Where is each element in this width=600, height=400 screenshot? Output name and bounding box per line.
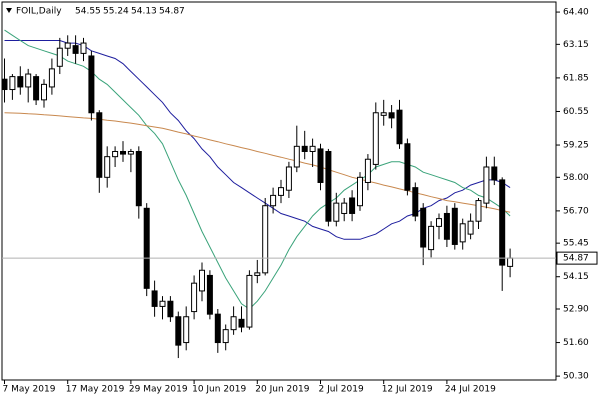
candle-body: [349, 197, 356, 214]
candle-body: [436, 218, 442, 227]
y-tick-label: 50.30: [563, 372, 589, 382]
x-tick-label: 2 Jul 2019: [319, 385, 364, 395]
candle-body: [270, 194, 277, 207]
candle-body: [222, 329, 229, 344]
candle-body: [278, 187, 284, 196]
candle-body: [191, 282, 198, 313]
x-tick-label: 29 May 2019: [129, 385, 188, 395]
y-tick-label: 58.00: [563, 173, 589, 183]
candle-body: [1, 78, 8, 91]
candle-body: [199, 269, 205, 292]
candle-body: [135, 150, 142, 207]
candle-body: [48, 68, 55, 88]
candle-body: [88, 55, 95, 114]
candle-body: [372, 112, 379, 165]
candle-body: [443, 212, 450, 240]
x-tick-label: 24 Jul 2019: [445, 385, 496, 395]
candle-body: [17, 76, 24, 88]
candle-body: [507, 257, 514, 267]
y-tick-label: 60.55: [563, 107, 589, 117]
candle-body: [120, 150, 126, 155]
ohlc-open: 54.55: [75, 7, 101, 17]
x-tick-label: 12 Jul 2019: [382, 385, 433, 395]
candle-body: [459, 223, 466, 243]
candle-body: [80, 42, 87, 54]
candle-body: [491, 166, 498, 181]
candle-body: [159, 300, 166, 307]
moving-average: [4, 112, 511, 213]
y-tick-label: 51.60: [563, 338, 589, 348]
candle-body: [206, 274, 213, 315]
candle-body: [9, 76, 16, 91]
candle-body: [301, 145, 308, 152]
candle-body: [483, 166, 490, 204]
candle-body: [285, 166, 292, 191]
candle-body: [475, 200, 482, 222]
ohlc-high: 55.24: [103, 7, 129, 17]
candle-body: [41, 83, 47, 101]
y-tick-label: 56.70: [563, 206, 589, 216]
y-tick-label: 52.90: [563, 304, 589, 314]
moving-average: [4, 40, 511, 240]
candle-body: [262, 205, 269, 274]
candle-body: [420, 207, 427, 248]
candle-body: [388, 112, 395, 119]
x-tick-label: 17 May 2019: [66, 385, 125, 395]
candle-body: [151, 290, 158, 307]
ohlc-close: 54.87: [159, 7, 185, 17]
candle-body: [341, 202, 348, 214]
candle-body: [246, 274, 253, 328]
candle-body: [428, 225, 435, 251]
y-tick-label: 61.85: [563, 73, 589, 83]
y-tick-label: 63.15: [563, 40, 589, 50]
price-box: [556, 251, 598, 265]
candle-body: [309, 145, 316, 152]
x-tick-label: 7 May 2019: [3, 385, 56, 395]
price-label: 54.87: [563, 254, 589, 264]
candle-body: [56, 47, 63, 67]
candle-body: [451, 207, 458, 245]
candle-body: [357, 176, 363, 207]
candle-body: [72, 45, 79, 54]
candle-body: [467, 220, 474, 235]
y-tick-label: 54.15: [563, 272, 589, 282]
y-tick-label: 55.45: [563, 239, 589, 249]
ohlc-low: 54.13: [131, 7, 157, 17]
candle-body: [96, 112, 103, 178]
candle-body: [325, 150, 332, 222]
chart-title: FOIL,Daily: [16, 7, 62, 17]
candle-body: [167, 300, 174, 318]
candle-body: [333, 202, 340, 222]
candle-body: [412, 187, 419, 217]
candle-body: [143, 207, 150, 289]
candle-body: [175, 316, 182, 346]
candle-body: [214, 313, 221, 344]
candle-body: [230, 316, 237, 331]
y-tick-label: 59.25: [563, 141, 589, 151]
candle-body: [33, 76, 40, 101]
candle-body: [380, 112, 387, 116]
candle-body: [254, 272, 261, 276]
x-tick-label: 20 Jun 2019: [255, 385, 309, 395]
candle-body: [396, 109, 403, 145]
candle-body: [112, 150, 119, 158]
candle-body: [404, 143, 411, 191]
candle-body: [127, 150, 134, 155]
y-tick-label: 64.40: [563, 8, 589, 18]
candle-body: [64, 42, 71, 49]
candle-body: [317, 148, 324, 183]
candle-body: [499, 179, 506, 266]
candle-body: [293, 145, 300, 168]
candle-body: [238, 318, 245, 328]
candle-body: [104, 156, 111, 178]
x-tick-label: 10 Jun 2019: [192, 385, 246, 395]
title-arrow: [6, 8, 12, 13]
candle-body: [183, 316, 190, 344]
candle-body: [25, 73, 32, 88]
candle-body: [364, 158, 371, 183]
